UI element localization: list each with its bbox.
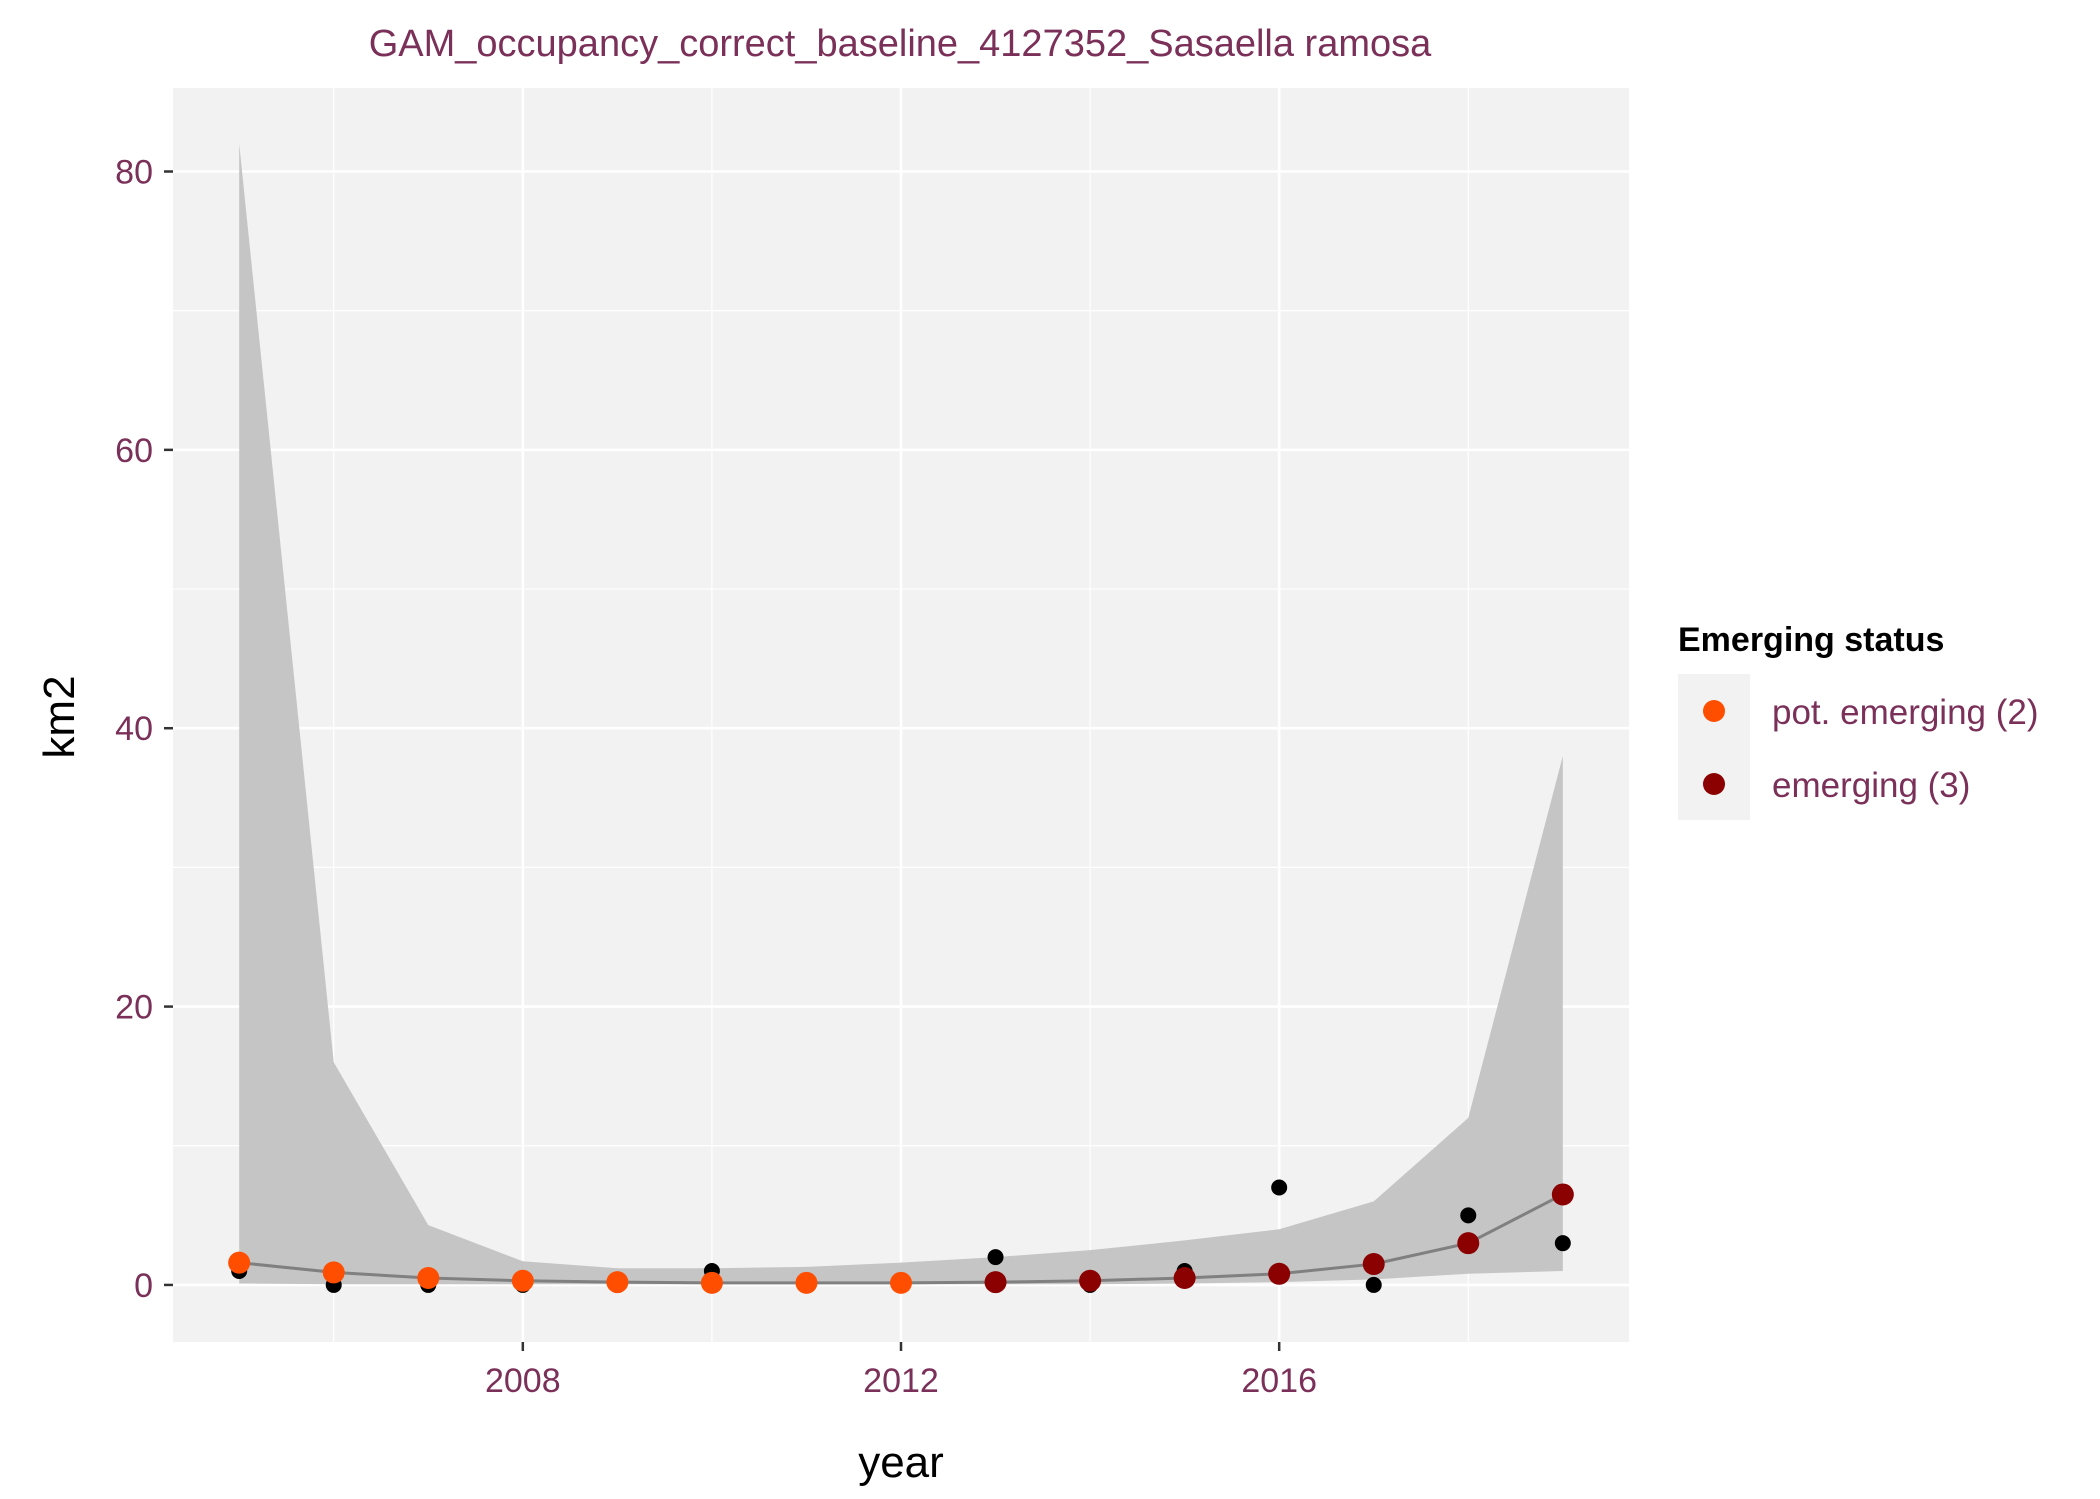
y-tick-label: 60 bbox=[115, 432, 153, 470]
observed-point bbox=[1460, 1207, 1477, 1224]
major-gridlines bbox=[173, 88, 1629, 1342]
status-point bbox=[984, 1271, 1007, 1294]
legend-label-pot-emerging: pot. emerging (2) bbox=[1772, 693, 2039, 732]
observed-point bbox=[1554, 1235, 1571, 1252]
status-point bbox=[890, 1271, 912, 1294]
status-point bbox=[1173, 1266, 1196, 1289]
y-axis-title: km2 bbox=[35, 675, 84, 758]
x-tick-label: 2016 bbox=[1241, 1362, 1317, 1400]
status-point bbox=[1457, 1232, 1480, 1255]
y-tick-label: 0 bbox=[134, 1267, 153, 1305]
x-axis: 2008 2012 2016 bbox=[485, 1342, 1317, 1400]
status-point bbox=[1268, 1262, 1291, 1285]
legend: Emerging status pot. emerging (2) emergi… bbox=[1678, 621, 2039, 820]
status-point bbox=[228, 1251, 251, 1274]
x-axis-title: year bbox=[858, 1438, 944, 1487]
legend-keys-background bbox=[1678, 674, 1750, 820]
status-point bbox=[1551, 1183, 1574, 1206]
observed-point bbox=[1365, 1276, 1382, 1293]
y-tick-label: 80 bbox=[115, 154, 153, 192]
observed-point bbox=[987, 1249, 1004, 1266]
status-point bbox=[322, 1261, 345, 1284]
y-tick-label: 20 bbox=[115, 989, 153, 1027]
status-point bbox=[795, 1271, 818, 1294]
observed-point bbox=[1271, 1179, 1288, 1196]
status-point bbox=[417, 1266, 440, 1289]
x-tick-label: 2012 bbox=[863, 1362, 939, 1400]
legend-title: Emerging status bbox=[1678, 621, 1944, 659]
chart-title: GAM_occupancy_correct_baseline_4127352_S… bbox=[369, 23, 1432, 65]
status-point bbox=[1079, 1269, 1102, 1292]
status-point bbox=[700, 1271, 723, 1294]
status-point bbox=[511, 1269, 534, 1292]
x-tick-label: 2008 bbox=[485, 1362, 561, 1400]
y-tick-label: 40 bbox=[115, 710, 153, 748]
status-points bbox=[228, 1183, 1574, 1294]
legend-key-pot-emerging bbox=[1703, 700, 1725, 722]
confidence-ribbon bbox=[239, 143, 1563, 1285]
y-axis: 0 20 40 60 80 bbox=[115, 154, 173, 1305]
legend-label-emerging: emerging (3) bbox=[1772, 766, 1970, 805]
status-point bbox=[1362, 1253, 1385, 1276]
legend-key-emerging bbox=[1703, 773, 1725, 795]
status-point bbox=[606, 1271, 629, 1294]
